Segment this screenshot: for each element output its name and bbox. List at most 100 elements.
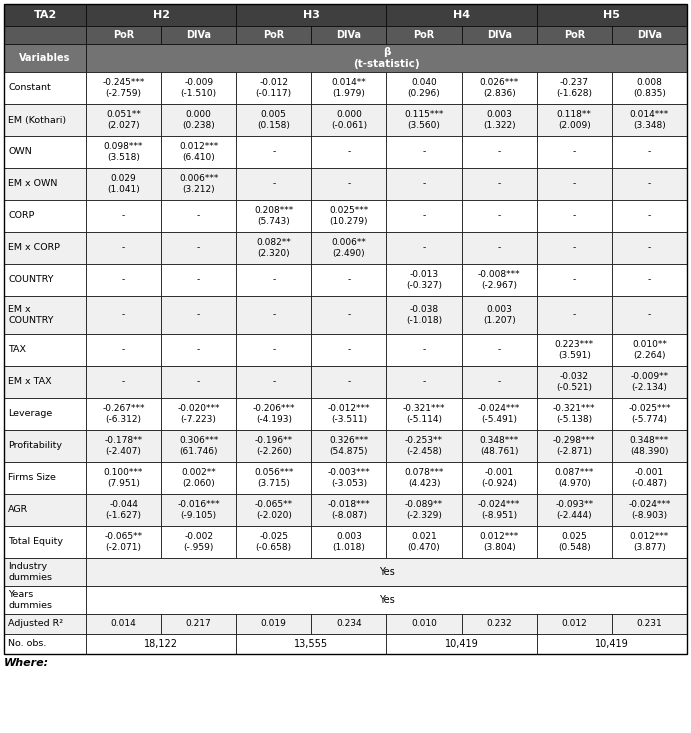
Bar	[161, 168, 236, 200]
Text: -: -	[498, 147, 501, 157]
Text: -: -	[348, 276, 350, 284]
Bar	[86, 44, 687, 72]
Bar	[537, 72, 612, 104]
Bar	[386, 614, 462, 634]
Text: 0.012: 0.012	[561, 619, 587, 628]
Text: -0.013
(-0.327): -0.013 (-0.327)	[406, 270, 442, 290]
Bar	[4, 494, 86, 526]
Text: PoR: PoR	[564, 30, 585, 40]
Text: 0.014***
(3.348): 0.014*** (3.348)	[630, 110, 669, 130]
Bar	[462, 200, 537, 232]
Bar	[4, 366, 86, 398]
Text: -: -	[272, 276, 276, 284]
Bar	[4, 232, 86, 264]
Text: 0.006**
(2.490): 0.006** (2.490)	[332, 238, 366, 258]
Bar	[312, 168, 386, 200]
Bar	[312, 494, 386, 526]
Text: -0.178**
(-2.407): -0.178** (-2.407)	[104, 436, 142, 456]
Text: -: -	[422, 147, 426, 157]
Bar	[612, 104, 687, 136]
Text: -: -	[122, 311, 125, 320]
Text: 0.006***
(3.212): 0.006*** (3.212)	[179, 174, 218, 194]
Text: -0.038
(-1.018): -0.038 (-1.018)	[406, 305, 442, 325]
Bar	[386, 200, 462, 232]
Text: -0.196**
(-2.260): -0.196** (-2.260)	[255, 436, 293, 456]
Bar	[161, 26, 236, 44]
Bar	[462, 494, 537, 526]
Text: -0.024***
(-8.903): -0.024*** (-8.903)	[628, 500, 671, 520]
Text: 0.025***
(10.279): 0.025*** (10.279)	[330, 206, 368, 226]
Text: -: -	[647, 243, 651, 252]
Bar	[4, 634, 86, 654]
Bar	[86, 296, 161, 334]
Bar	[86, 614, 161, 634]
Bar	[612, 366, 687, 398]
Text: CORP: CORP	[8, 212, 35, 221]
Bar	[612, 614, 687, 634]
Bar	[537, 334, 612, 366]
Text: -: -	[348, 147, 350, 157]
Text: 0.010**
(2.264): 0.010** (2.264)	[632, 340, 667, 360]
Bar	[86, 26, 161, 44]
Text: -: -	[573, 147, 576, 157]
Text: No. obs.: No. obs.	[8, 639, 46, 649]
Bar	[386, 494, 462, 526]
Text: Where:: Where:	[4, 658, 49, 668]
Text: 0.306***
(61.746): 0.306*** (61.746)	[179, 436, 218, 456]
Text: 0.098***
(3.518): 0.098*** (3.518)	[104, 142, 143, 162]
Text: TA2: TA2	[33, 10, 57, 20]
Bar	[312, 614, 386, 634]
Bar	[537, 634, 687, 654]
Bar	[537, 168, 612, 200]
Text: -: -	[122, 243, 125, 252]
Bar	[4, 558, 86, 586]
Text: -: -	[122, 377, 125, 386]
Bar	[462, 136, 537, 168]
Text: -0.001
(-0.487): -0.001 (-0.487)	[632, 468, 668, 488]
Text: -0.065**
(-2.020): -0.065** (-2.020)	[255, 500, 293, 520]
Bar	[462, 232, 537, 264]
Text: H4: H4	[453, 10, 470, 20]
Text: 0.231: 0.231	[636, 619, 662, 628]
Text: 0.000
(-0.061): 0.000 (-0.061)	[331, 110, 367, 130]
Text: -0.008***
(-2.967): -0.008*** (-2.967)	[478, 270, 520, 290]
Text: 0.002**
(2.060): 0.002** (2.060)	[181, 468, 216, 488]
Bar	[4, 200, 86, 232]
Text: 0.029
(1.041): 0.029 (1.041)	[107, 174, 140, 194]
Bar	[386, 296, 462, 334]
Text: -0.024***
(-8.951): -0.024*** (-8.951)	[478, 500, 520, 520]
Bar	[4, 614, 86, 634]
Bar	[86, 4, 236, 26]
Text: -: -	[647, 311, 651, 320]
Text: -0.025
(-0.658): -0.025 (-0.658)	[256, 532, 292, 552]
Bar	[161, 398, 236, 430]
Bar	[161, 430, 236, 462]
Bar	[161, 614, 236, 634]
Bar	[236, 334, 312, 366]
Bar	[4, 430, 86, 462]
Bar	[312, 334, 386, 366]
Text: Yes: Yes	[379, 595, 395, 605]
Text: -0.253**
(-2.458): -0.253** (-2.458)	[405, 436, 443, 456]
Bar	[4, 168, 86, 200]
Text: OWN: OWN	[8, 147, 32, 157]
Bar	[4, 26, 86, 44]
Text: -0.298***
(-2.871): -0.298*** (-2.871)	[553, 436, 596, 456]
Bar	[312, 264, 386, 296]
Bar	[386, 26, 462, 44]
Bar	[462, 72, 537, 104]
Bar	[612, 462, 687, 494]
Text: -: -	[348, 377, 350, 386]
Bar	[312, 398, 386, 430]
Bar	[386, 430, 462, 462]
Text: -0.093**
(-2.444): -0.093** (-2.444)	[556, 500, 594, 520]
Bar	[236, 634, 386, 654]
Bar	[86, 558, 687, 586]
Bar	[462, 104, 537, 136]
Bar	[386, 264, 462, 296]
Text: -0.002
(-.959): -0.002 (-.959)	[184, 532, 214, 552]
Bar	[4, 264, 86, 296]
Text: 0.051**
(2.027): 0.051** (2.027)	[106, 110, 141, 130]
Bar	[161, 366, 236, 398]
Bar	[462, 462, 537, 494]
